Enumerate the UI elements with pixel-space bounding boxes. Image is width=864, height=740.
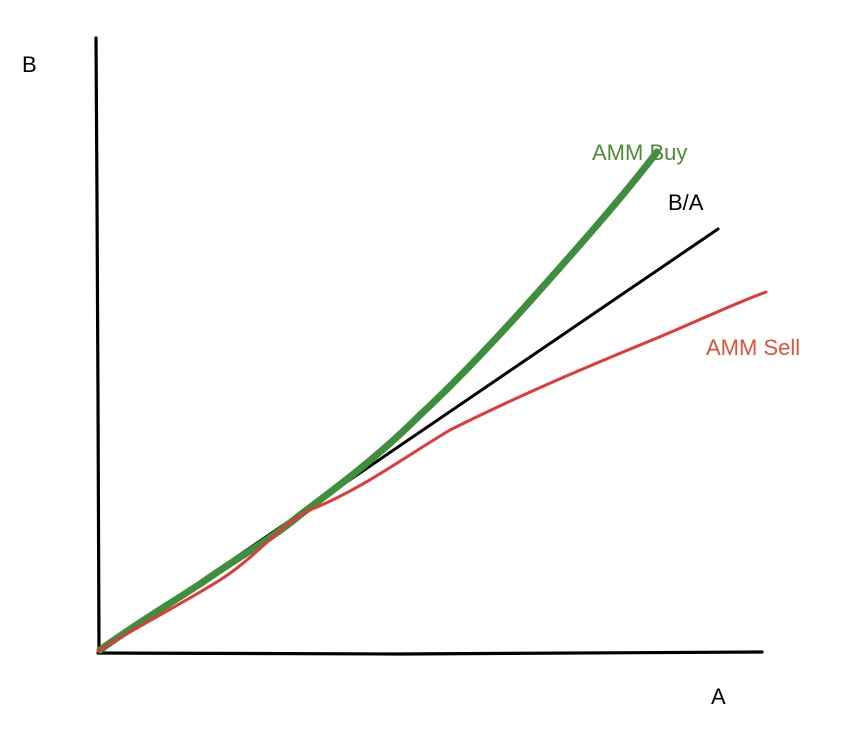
y-axis-line [94,36,101,654]
amm-buy-curve [96,148,661,654]
amm-sell-label: AMM Sell [706,335,801,360]
x-axis-label: A [711,684,726,709]
amm-sell-curve [96,290,768,653]
amm-buy-label: AMM Buy [592,140,688,165]
x-axis-line [96,650,764,656]
ratio-label: B/A [668,190,704,215]
y-axis-label: B [22,52,37,77]
